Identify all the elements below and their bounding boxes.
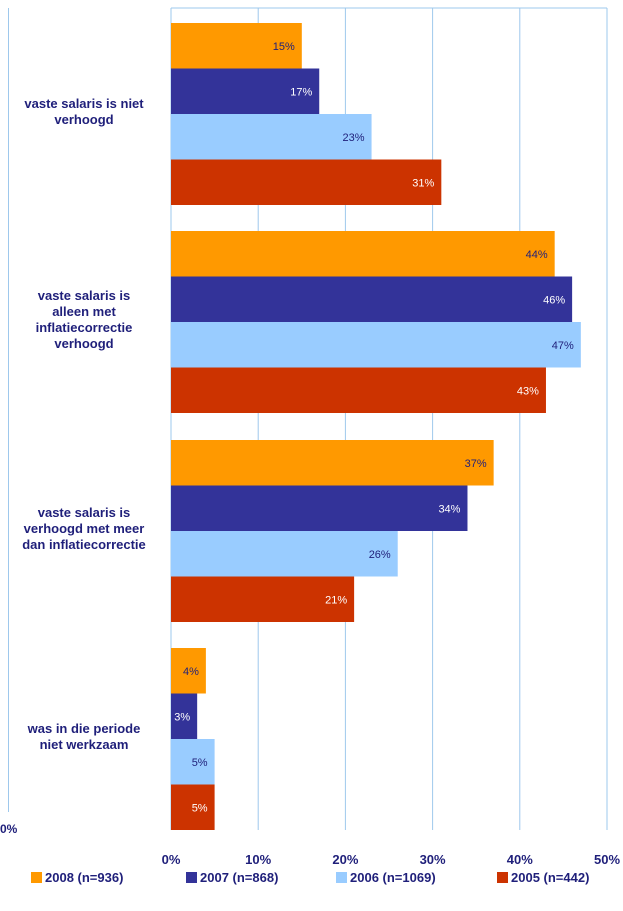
- category-label: vaste salaris is verhoogd met meer dan inf…: [0, 505, 168, 553]
- bar: [171, 367, 546, 413]
- data-label: 31%: [412, 177, 434, 189]
- bar: [171, 322, 581, 368]
- legend-item: 2005 (n=442): [497, 870, 589, 885]
- bar: [171, 440, 494, 486]
- x-tick-label: 30%: [420, 852, 446, 867]
- category-label-line: vaste salaris is niet: [24, 96, 144, 111]
- legend-label: 2005 (n=442): [511, 870, 590, 885]
- cut-off-panel-edge: [8, 8, 9, 812]
- legend-label: 2006 (n=1069): [350, 870, 436, 885]
- legend: 2008 (n=936) 2007 (n=868) 2006 (n=1069) 200…: [0, 870, 623, 890]
- data-label: 3%: [174, 711, 190, 723]
- x-tick-label: 40%: [507, 852, 533, 867]
- data-label: 37%: [465, 458, 487, 470]
- category-label-line: verhoogd met meer: [23, 521, 145, 536]
- data-label: 34%: [438, 503, 460, 515]
- data-label: 26%: [369, 549, 391, 561]
- bar: [171, 159, 442, 205]
- bar: [171, 531, 398, 577]
- category-label-line: verhoogd: [54, 112, 114, 127]
- data-label: 4%: [183, 666, 199, 678]
- data-label: 21%: [325, 594, 347, 606]
- cut-off-tick-label: 0%: [0, 822, 18, 836]
- category-label-line: vaste salaris is: [37, 288, 131, 303]
- category-label-line: alleen met: [52, 304, 116, 319]
- legend-swatch: [336, 872, 347, 883]
- x-tick-label: 0%: [162, 852, 181, 867]
- bar: [171, 231, 555, 277]
- x-tick-label: 50%: [594, 852, 620, 867]
- bar: [171, 23, 302, 69]
- data-label: 47%: [552, 340, 574, 352]
- legend-label: 2008 (n=936): [45, 870, 124, 885]
- data-label: 15%: [273, 41, 295, 53]
- category-label-line: inflatiecorrectie: [35, 320, 133, 335]
- bar: [171, 648, 206, 694]
- bar: [171, 68, 320, 114]
- bar: [171, 276, 573, 322]
- bar: [171, 576, 355, 622]
- data-label: 46%: [543, 294, 565, 306]
- x-tick-label: 20%: [332, 852, 358, 867]
- category-label-line: vaste salaris is: [37, 505, 131, 520]
- category-label: was in die periode niet werkzaam: [0, 721, 168, 753]
- category-label-line: verhoogd: [54, 336, 114, 351]
- data-label: 23%: [343, 132, 365, 144]
- data-label: 17%: [290, 86, 312, 98]
- x-tick-label: 10%: [245, 852, 271, 867]
- legend-item: 2006 (n=1069): [336, 870, 436, 885]
- data-label: 5%: [192, 802, 208, 814]
- legend-swatch: [31, 872, 42, 883]
- legend-item: 2007 (n=868): [186, 870, 278, 885]
- data-label: 44%: [526, 249, 548, 261]
- legend-swatch: [497, 872, 508, 883]
- legend-swatch: [186, 872, 197, 883]
- data-label: 43%: [517, 385, 539, 397]
- bar: [171, 693, 198, 739]
- data-label: 5%: [192, 757, 208, 769]
- category-label: vaste salaris is niet verhoogd: [0, 96, 168, 128]
- category-label-line: was in die periode: [27, 721, 141, 736]
- bar: [171, 114, 372, 160]
- legend-label: 2007 (n=868): [200, 870, 279, 885]
- legend-item: 2008 (n=936): [31, 870, 123, 885]
- category-label-line: dan inflatiecorrectie: [22, 537, 146, 552]
- category-label: vaste salaris is alleen met inflatiecorrec…: [0, 288, 168, 352]
- bar: [171, 784, 215, 830]
- category-label-line: niet werkzaam: [39, 737, 129, 752]
- bar: [171, 485, 468, 531]
- bar: [171, 739, 215, 785]
